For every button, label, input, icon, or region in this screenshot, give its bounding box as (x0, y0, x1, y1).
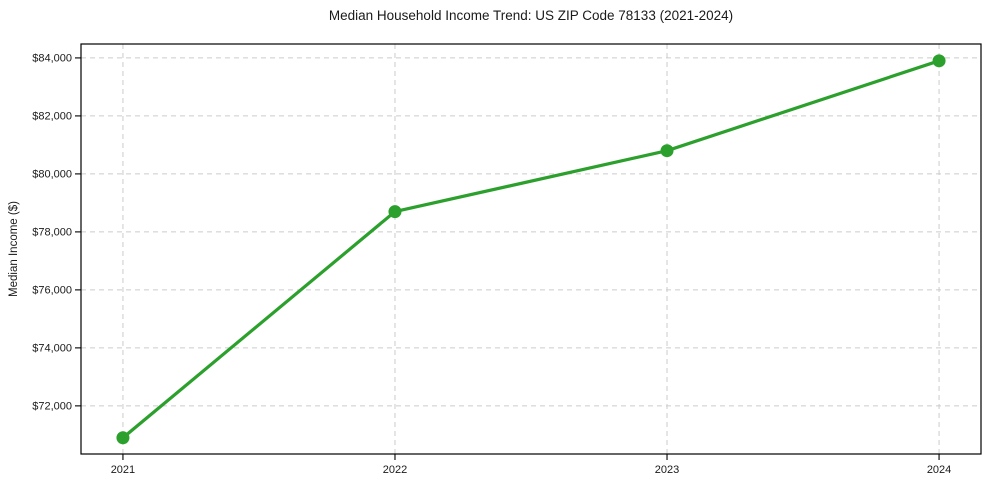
chart-title: Median Household Income Trend: US ZIP Co… (328, 8, 734, 23)
data-point-2024 (932, 54, 946, 68)
y-tick-label: $80,000 (32, 168, 72, 180)
data-point-2023 (660, 144, 674, 158)
y-tick-label: $72,000 (32, 400, 72, 412)
y-tick-label: $78,000 (32, 226, 72, 238)
x-tick-label: 2024 (927, 464, 951, 476)
data-point-2022 (388, 205, 402, 219)
y-tick-label: $84,000 (32, 52, 72, 64)
x-tick-label: 2022 (383, 464, 407, 476)
y-tick-label: $74,000 (32, 342, 72, 354)
x-tick-label: 2021 (111, 464, 135, 476)
y-tick-label: $82,000 (32, 110, 72, 122)
data-point-2021 (116, 431, 130, 445)
income-trend-line (121, 59, 941, 440)
plot-border (80, 43, 982, 455)
y-axis-label: Median Income ($) (8, 201, 20, 297)
x-tick-label: 2023 (655, 464, 679, 476)
y-tick-label: $76,000 (32, 284, 72, 296)
